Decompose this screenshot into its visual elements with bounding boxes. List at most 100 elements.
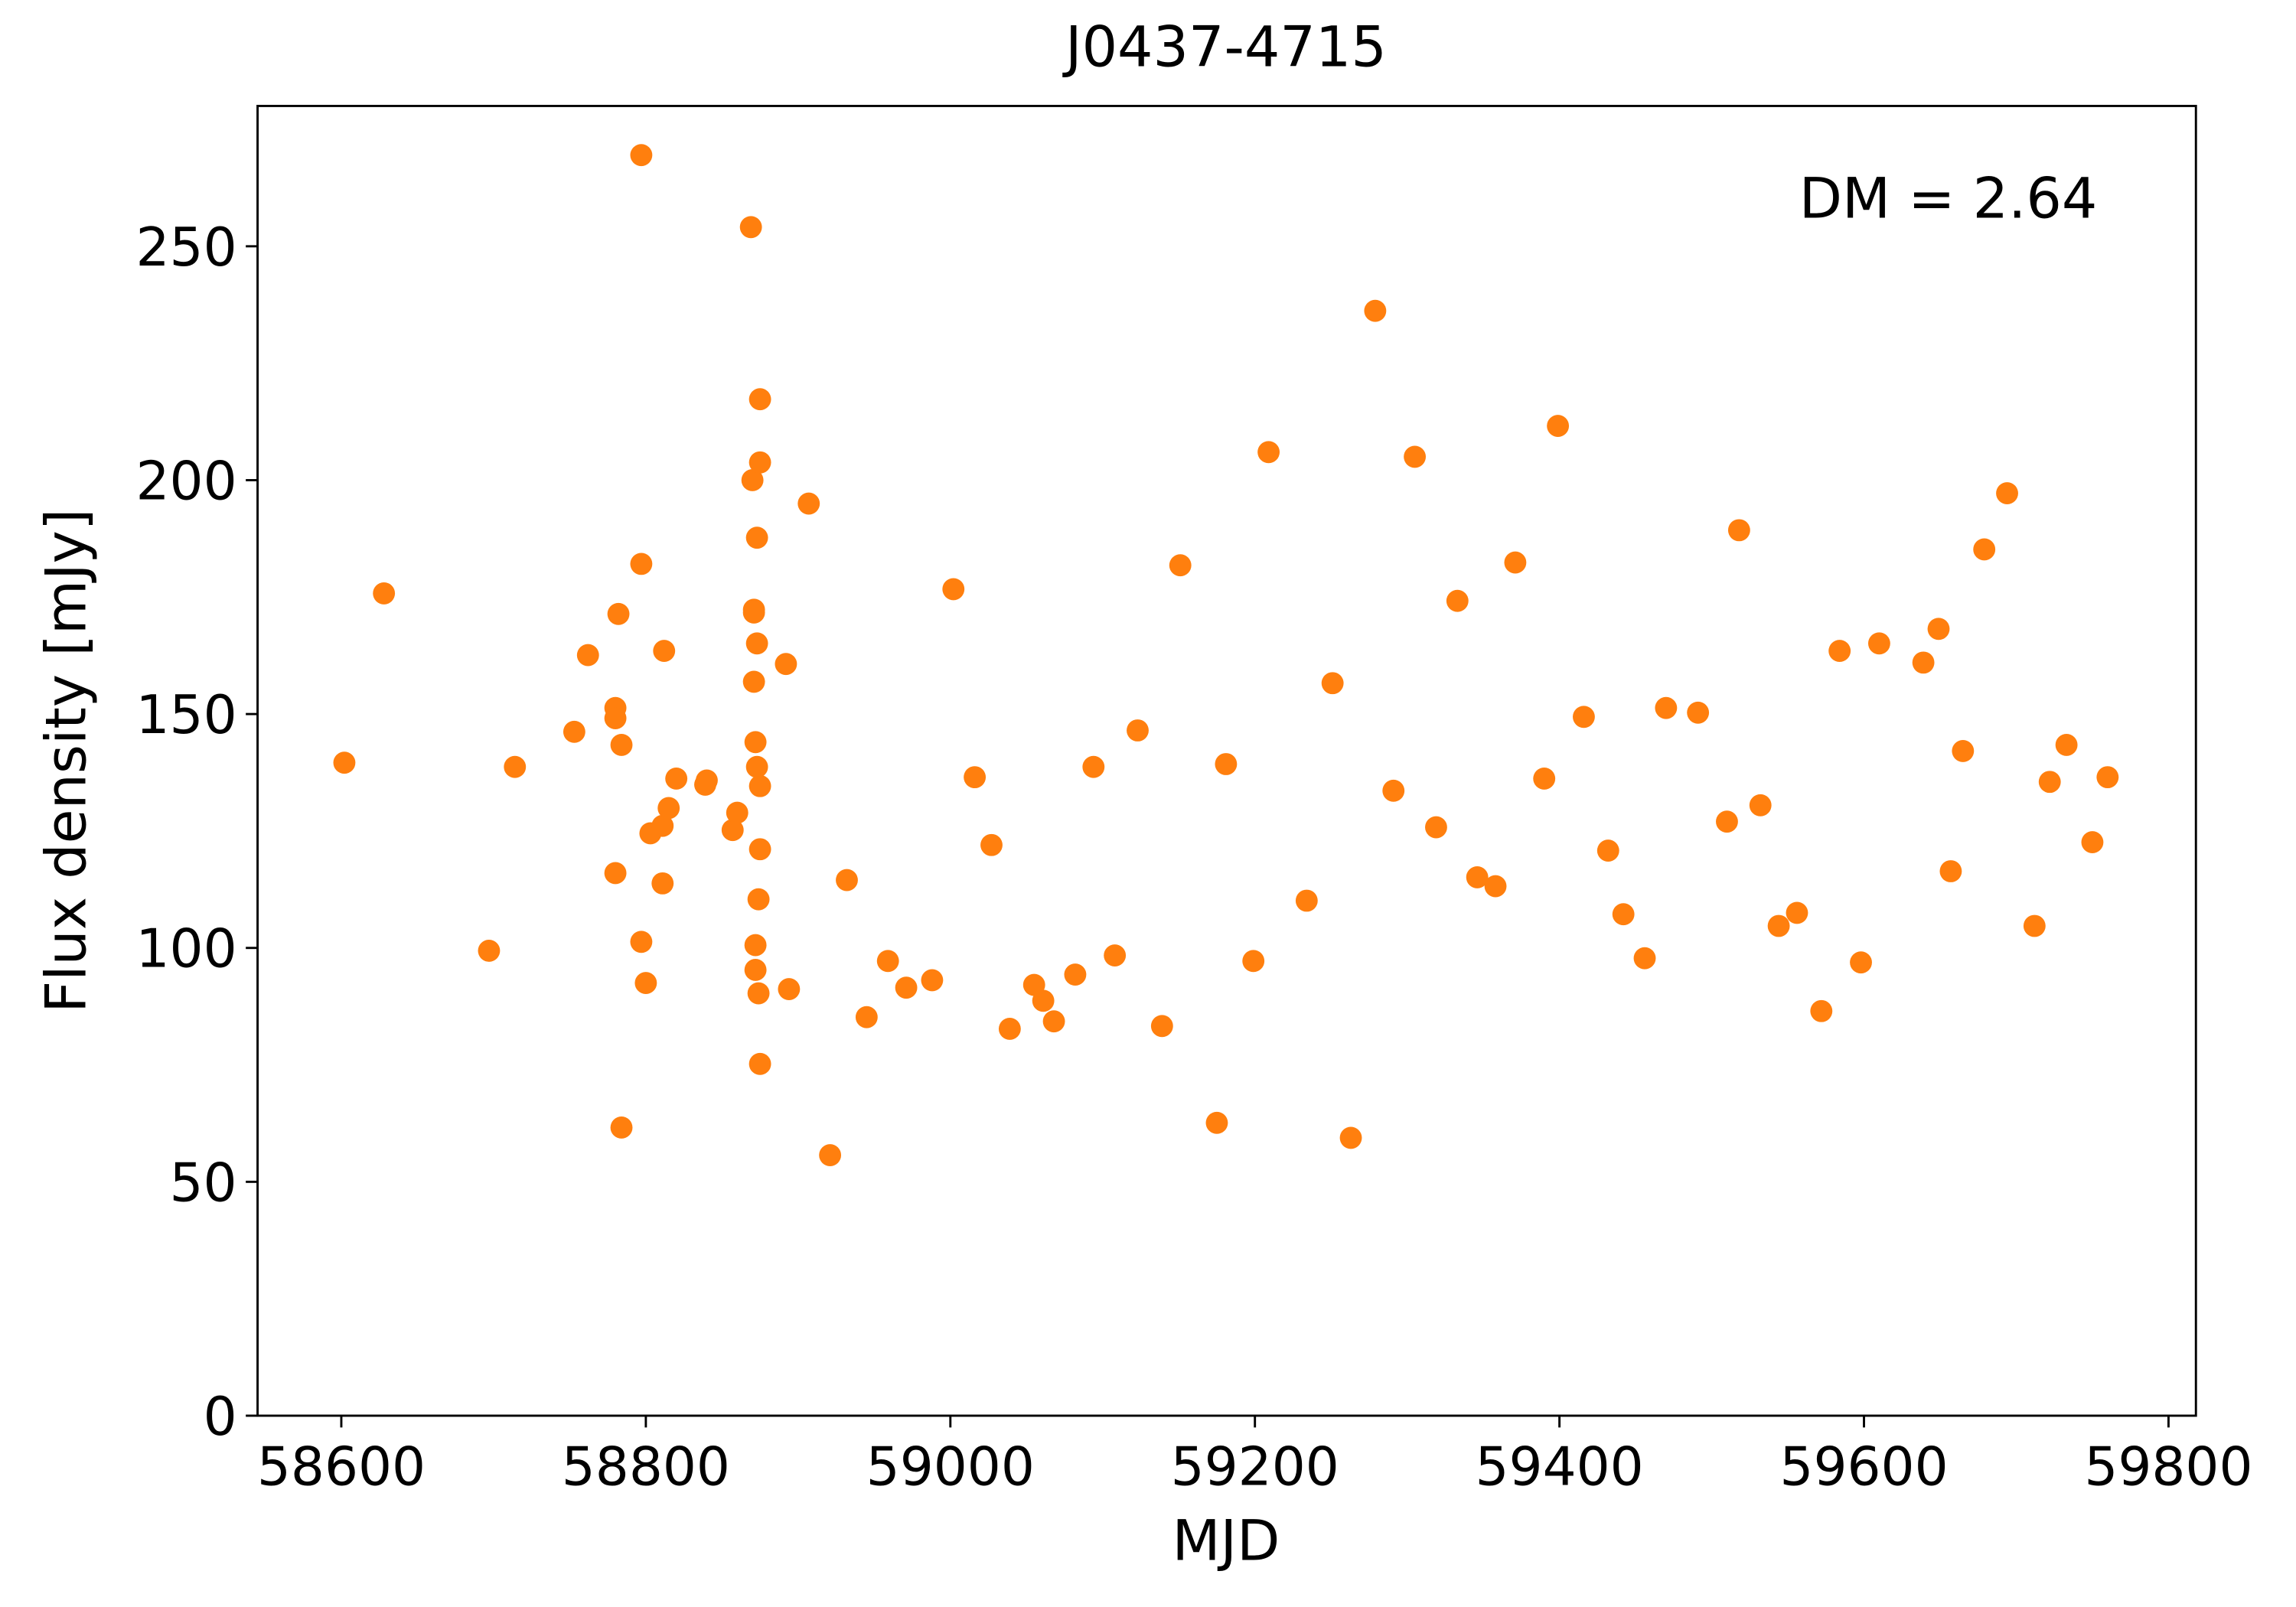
point bbox=[2038, 771, 2061, 794]
point bbox=[748, 1052, 771, 1075]
point bbox=[634, 972, 657, 995]
point bbox=[1064, 963, 1087, 986]
point bbox=[657, 797, 680, 820]
point bbox=[1446, 589, 1469, 612]
y-tick-label: 200 bbox=[135, 451, 236, 512]
point bbox=[1150, 1015, 1173, 1038]
point bbox=[1727, 519, 1750, 542]
point bbox=[1828, 640, 1851, 663]
point bbox=[1927, 618, 1950, 641]
point bbox=[726, 801, 748, 824]
point bbox=[748, 388, 771, 411]
y-tick-label: 250 bbox=[135, 217, 236, 279]
point bbox=[775, 653, 797, 676]
point bbox=[1912, 651, 1935, 674]
point bbox=[1364, 299, 1387, 322]
point bbox=[1205, 1111, 1228, 1134]
y-tick-label: 100 bbox=[135, 919, 236, 980]
point bbox=[998, 1018, 1021, 1040]
x-tick-label: 58600 bbox=[257, 1436, 426, 1498]
x-tick-label: 59200 bbox=[1171, 1436, 1339, 1498]
point bbox=[630, 144, 653, 167]
chart-title: J0437-4715 bbox=[1062, 15, 1387, 80]
point bbox=[1573, 706, 1595, 729]
point bbox=[742, 601, 765, 624]
point bbox=[653, 640, 676, 663]
point bbox=[855, 1006, 878, 1028]
point bbox=[651, 814, 674, 837]
point bbox=[1466, 866, 1489, 888]
point bbox=[1716, 810, 1738, 833]
x-tick-label: 58800 bbox=[562, 1436, 730, 1498]
point bbox=[1425, 816, 1447, 839]
point bbox=[1749, 794, 1772, 817]
y-axis-label: Flux density [mJy] bbox=[34, 509, 99, 1013]
point bbox=[1504, 551, 1527, 574]
point bbox=[1169, 554, 1192, 577]
point bbox=[665, 768, 688, 790]
point bbox=[964, 766, 987, 789]
point bbox=[1786, 901, 1808, 924]
point bbox=[739, 216, 762, 239]
point bbox=[1215, 753, 1238, 775]
point bbox=[504, 755, 527, 778]
point bbox=[1973, 538, 1996, 561]
point bbox=[1767, 914, 1790, 937]
point bbox=[819, 1144, 842, 1166]
point bbox=[876, 950, 899, 973]
point bbox=[478, 939, 501, 962]
point bbox=[980, 833, 1003, 856]
point bbox=[333, 751, 356, 774]
point bbox=[1295, 889, 1318, 912]
x-tick-label: 59000 bbox=[866, 1436, 1035, 1498]
point bbox=[1939, 860, 1962, 882]
point bbox=[1339, 1126, 1362, 1149]
point bbox=[721, 819, 744, 842]
point bbox=[1952, 739, 1975, 762]
point bbox=[1547, 415, 1570, 437]
point bbox=[2055, 734, 2078, 756]
point bbox=[1633, 947, 1656, 970]
point bbox=[576, 644, 599, 667]
point bbox=[921, 969, 944, 992]
point bbox=[1242, 950, 1265, 973]
point bbox=[1533, 768, 1556, 790]
point bbox=[745, 526, 768, 549]
point bbox=[747, 888, 770, 911]
point bbox=[2023, 914, 2046, 937]
point bbox=[610, 1116, 633, 1139]
point bbox=[797, 492, 820, 515]
point bbox=[1850, 951, 1872, 974]
point bbox=[696, 769, 718, 792]
x-tick-label: 59400 bbox=[1475, 1436, 1643, 1498]
y-tick-label: 50 bbox=[170, 1152, 237, 1214]
point bbox=[747, 982, 770, 1005]
point bbox=[373, 582, 396, 605]
point bbox=[748, 838, 771, 861]
plot-frame bbox=[256, 105, 2197, 1417]
point bbox=[1484, 875, 1507, 898]
point bbox=[1127, 719, 1149, 742]
point bbox=[748, 774, 771, 797]
point bbox=[942, 578, 965, 601]
point bbox=[563, 720, 585, 743]
y-tick-label: 150 bbox=[135, 685, 236, 746]
y-tick-label: 0 bbox=[204, 1387, 237, 1448]
point bbox=[1104, 944, 1127, 966]
point bbox=[630, 553, 653, 575]
point bbox=[1596, 839, 1619, 862]
point bbox=[2096, 766, 2119, 789]
point bbox=[742, 670, 765, 693]
x-tick-label: 59600 bbox=[1779, 1436, 1948, 1498]
point bbox=[1810, 999, 1833, 1022]
point bbox=[1321, 672, 1344, 695]
point bbox=[748, 451, 771, 474]
x-axis-label: MJD bbox=[1172, 1508, 1280, 1573]
point bbox=[1996, 482, 2018, 505]
point bbox=[778, 978, 801, 1000]
point bbox=[607, 602, 630, 625]
point bbox=[745, 632, 768, 655]
x-tick-label: 59800 bbox=[2084, 1436, 2252, 1498]
